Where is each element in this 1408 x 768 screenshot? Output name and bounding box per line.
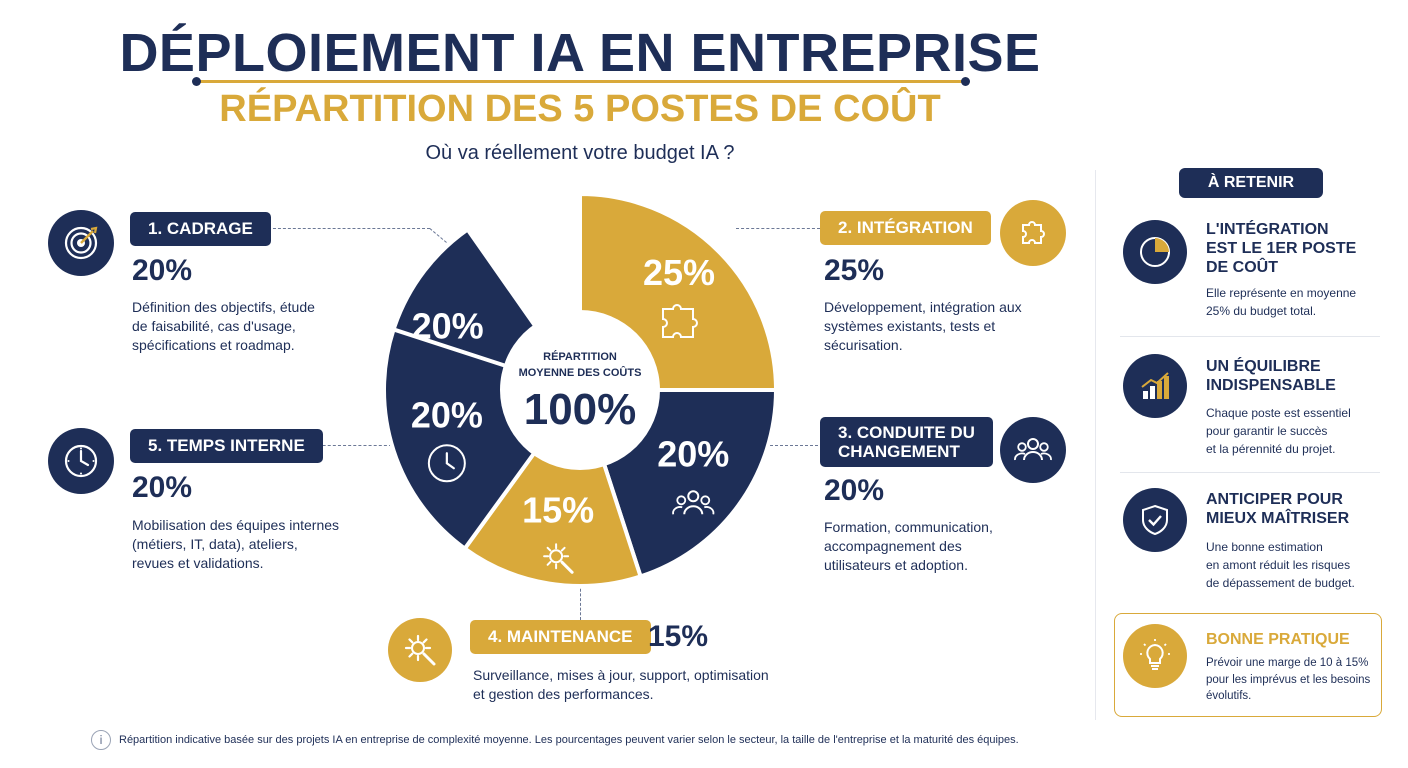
page-title: DÉPLOIEMENT IA EN ENTREPRISE bbox=[119, 23, 1041, 83]
maintenance-label: 4. MAINTENANCE bbox=[470, 620, 651, 654]
connector-integration bbox=[736, 228, 820, 229]
bonne-pratique-box bbox=[1114, 613, 1382, 717]
gear-wrench-icon bbox=[543, 543, 574, 574]
page-question: Où va réellement votre budget IA ? bbox=[425, 142, 735, 164]
target-icon bbox=[48, 210, 114, 276]
lightbulb-icon bbox=[1123, 624, 1187, 688]
temps-interne-description: Mobilisation des équipes internes (métier… bbox=[132, 517, 340, 571]
retenir-badge: À RETENIR bbox=[1179, 168, 1323, 198]
footer-note: Répartition indicative basée sur des pro… bbox=[119, 734, 1019, 746]
conduite-description: Formation, communication, accompagnement … bbox=[824, 519, 993, 573]
gear-wrench-icon bbox=[388, 618, 452, 682]
pie-chart-icon bbox=[1123, 220, 1187, 284]
retenir-3-title: ANTICIPER POUR MIEUX MAÎTRISER bbox=[1206, 491, 1350, 527]
info-icon: i bbox=[91, 730, 111, 750]
retenir-4-text: Prévoir une marge de 10 à 15% pour les im… bbox=[1206, 657, 1371, 702]
conduite-label: 3. CONDUITE DU CHANGEMENT bbox=[820, 417, 993, 467]
integration-label: 2. INTÉGRATION bbox=[820, 211, 991, 245]
temps-interne-label: 5. TEMPS INTERNE bbox=[130, 429, 323, 463]
pie-slice-label: 20% bbox=[657, 433, 729, 474]
pie-slice-label: 15% bbox=[522, 489, 594, 530]
connector-temps-interne bbox=[292, 445, 392, 446]
cadrage-label: 1. CADRAGE bbox=[130, 212, 271, 246]
puzzle-icon bbox=[661, 304, 698, 339]
retenir-1-text: Elle représente en moyenne 25% du budget … bbox=[1206, 286, 1357, 318]
puzzle-icon bbox=[1000, 200, 1066, 266]
retenir-separator bbox=[1120, 336, 1380, 337]
panel-divider bbox=[1095, 170, 1096, 720]
temps-interne-percent: 20% bbox=[132, 471, 193, 504]
pie-center-line1: RÉPARTITION bbox=[543, 350, 617, 363]
connector-maintenance bbox=[580, 584, 581, 620]
retenir-4-title: BONNE PRATIQUE bbox=[1206, 631, 1350, 648]
clock-icon bbox=[427, 444, 466, 483]
cadrage-description: Définition des objectifs, étude de faisab… bbox=[132, 299, 315, 353]
connector-conduite bbox=[770, 445, 818, 446]
people-icon bbox=[1000, 417, 1066, 483]
pie-center-total: 100% bbox=[524, 385, 637, 434]
pie-center-line2: MOYENNE DES COÛTS bbox=[519, 366, 642, 379]
retenir-2-title: UN ÉQUILIBRE INDISPENSABLE bbox=[1206, 358, 1336, 394]
clock-icon bbox=[48, 428, 114, 494]
retenir-3-text: Une bonne estimation en amont réduit les … bbox=[1206, 540, 1355, 590]
cost-pie-chart: 20%25%20%15%20% RÉPARTITION MOYENNE DES … bbox=[382, 191, 779, 588]
cadrage-percent: 20% bbox=[132, 254, 193, 287]
title-underline bbox=[192, 77, 970, 86]
maintenance-percent: 15% bbox=[648, 620, 709, 653]
pie-slice-label: 25% bbox=[643, 252, 715, 293]
integration-percent: 25% bbox=[824, 254, 885, 287]
pie-slice bbox=[461, 385, 644, 588]
conduite-percent: 20% bbox=[824, 474, 885, 507]
retenir-2-text: Chaque poste est essentiel pour garantir … bbox=[1206, 406, 1351, 456]
pie-center-hole bbox=[500, 310, 660, 470]
growth-chart-icon bbox=[1123, 354, 1187, 418]
retenir-separator bbox=[1120, 472, 1380, 473]
pie-slice-label: 20% bbox=[411, 394, 483, 435]
connector-cadrage bbox=[268, 228, 430, 229]
people-icon bbox=[672, 490, 715, 515]
maintenance-description: Surveillance, mises à jour, support, opt… bbox=[473, 667, 769, 702]
shield-check-icon bbox=[1123, 488, 1187, 552]
retenir-1-title: L'INTÉGRATION EST LE 1ER POSTE DE COÛT bbox=[1206, 221, 1357, 276]
page-subtitle: RÉPARTITION DES 5 POSTES DE COÛT bbox=[219, 88, 941, 130]
integration-description: Développement, intégration aux systèmes e… bbox=[824, 299, 1022, 353]
